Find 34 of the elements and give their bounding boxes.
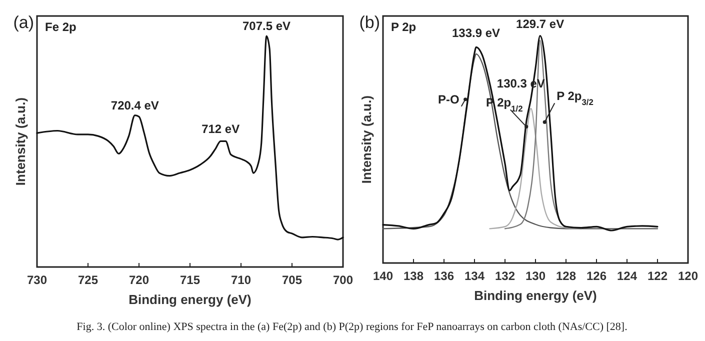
annotation: 133.9 eV	[452, 26, 500, 40]
x-tick-label: 715	[180, 273, 200, 287]
x-tick-label: 140	[372, 269, 394, 283]
annotation: 720.4 eV	[110, 98, 159, 112]
x-tick-label: 126	[586, 269, 607, 283]
annotation: 707.5 eV	[242, 19, 291, 34]
x-tick-label: 132	[494, 269, 516, 283]
x-tick-label: 124	[616, 269, 638, 283]
annotation: 712 eV	[202, 122, 240, 136]
x-axis-title: Binding energy (eV)	[474, 288, 597, 303]
x-tick-label: 130	[525, 269, 546, 283]
y-axis-title: Intensity (a.u.)	[359, 95, 374, 184]
text: (b)	[359, 13, 380, 32]
x-tick-label: 120	[678, 269, 698, 283]
chart-title: Fe 2p	[45, 20, 76, 34]
x-tick-label: 720	[128, 273, 150, 287]
x-tick-label: 700	[332, 273, 354, 287]
chart-title: P 2p	[391, 20, 416, 34]
x-tick-label: 710	[230, 273, 252, 287]
x-tick-label: 725	[78, 273, 98, 287]
annotation: P-O	[438, 92, 460, 106]
annotation: P 2p$_{3/2}$	[556, 89, 594, 108]
annotation: 129.7 eV	[516, 16, 564, 31]
x-tick-label: 730	[26, 273, 48, 287]
y-axis-title: Intensity (a.u.)	[13, 97, 28, 186]
x-tick-label: 138	[403, 269, 424, 283]
x-tick-label: 128	[556, 269, 576, 283]
x-tick-label: 122	[647, 269, 668, 283]
x-tick-label: 136	[434, 269, 454, 283]
caption: Fig. 3. (Color online) XPS spectra in the (a) Fe(2p) and (b) P(2p) regions for FeP nanoarrays on carbon cloth (NAs/CC) [28].	[76, 321, 628, 333]
text: (a)	[13, 13, 34, 32]
x-tick-label: 134	[464, 269, 485, 283]
x-axis-title: Binding energy (eV)	[128, 292, 252, 307]
x-tick-label: 705	[282, 273, 302, 287]
